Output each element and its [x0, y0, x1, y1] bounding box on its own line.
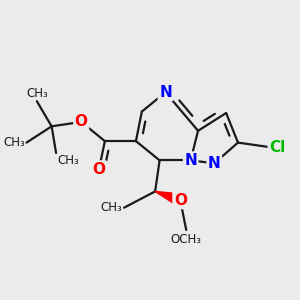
Polygon shape — [155, 191, 182, 206]
Text: O: O — [92, 162, 106, 177]
Text: CH₃: CH₃ — [101, 201, 123, 214]
Text: N: N — [208, 156, 221, 171]
Text: CH₃: CH₃ — [3, 136, 25, 149]
Text: O: O — [174, 193, 187, 208]
Text: CH₃: CH₃ — [26, 87, 48, 100]
Text: Cl: Cl — [269, 140, 285, 154]
Text: N: N — [159, 85, 172, 100]
Text: N: N — [184, 153, 197, 168]
Text: O: O — [75, 114, 88, 129]
Text: OCH₃: OCH₃ — [171, 233, 202, 246]
Text: CH₃: CH₃ — [58, 154, 79, 167]
